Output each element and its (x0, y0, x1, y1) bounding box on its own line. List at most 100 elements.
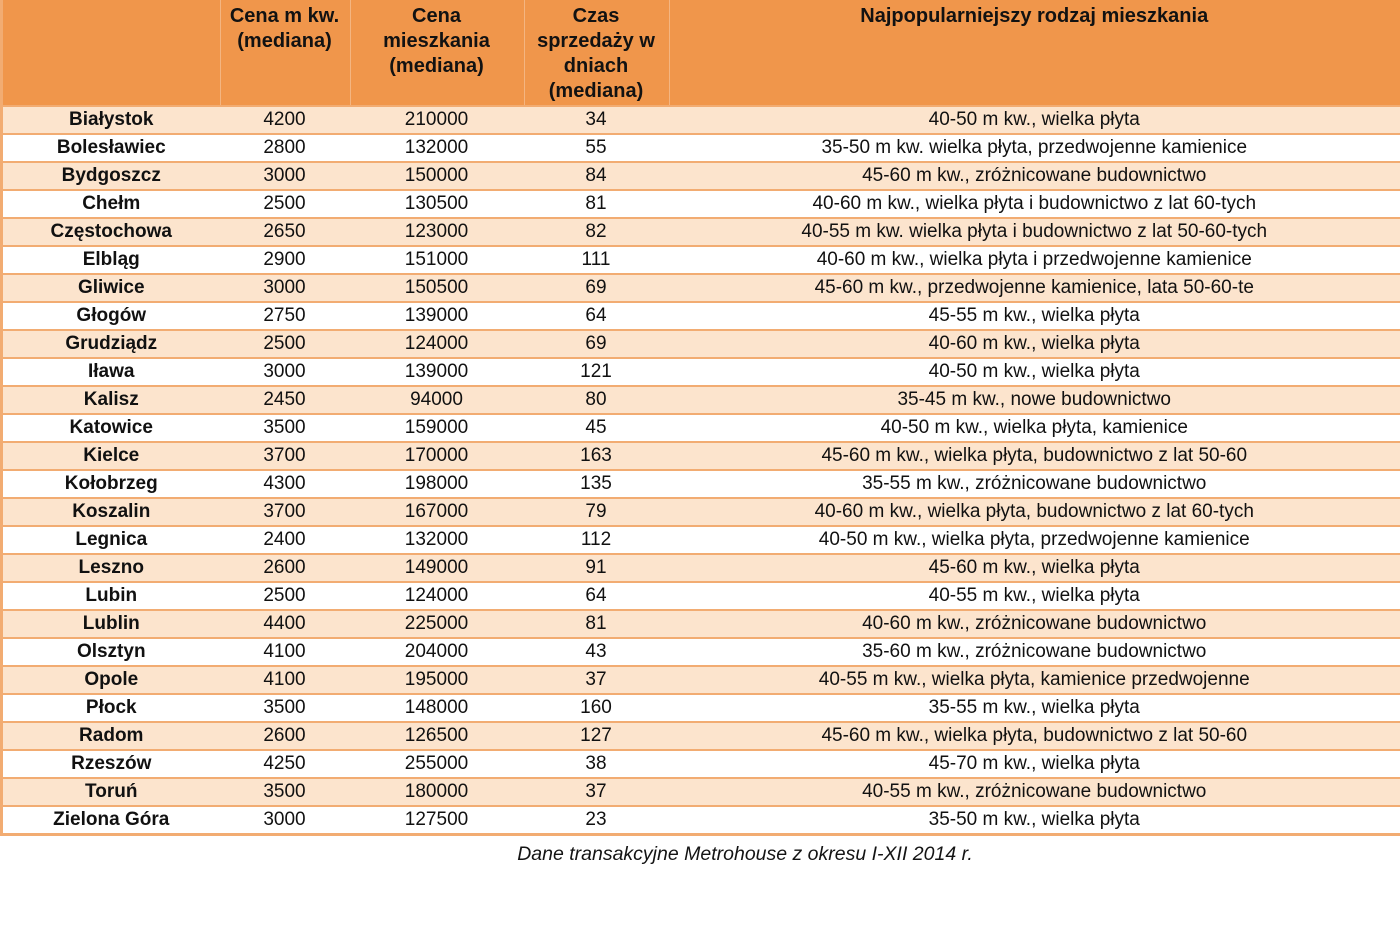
city-cell: Głogów (1, 301, 220, 330)
days-cell: 23 (523, 805, 669, 835)
type-cell: 35-55 m kw., zróżnicowane budownictwo (668, 469, 1400, 498)
table-row: Gliwice 3000 150500 69 45-60 m kw., przedwoj… (1, 273, 1400, 302)
city-cell: Kołobrzeg (1, 469, 220, 498)
table-row: Elbląg 2900 151000 111 40-60 m kw., wielka p… (1, 245, 1400, 274)
price-m2-cell: 2800 (219, 133, 350, 162)
city-cell: Radom (1, 721, 220, 750)
city-cell: Iława (1, 357, 220, 386)
table-row: Legnica 2400 132000 112 40-50 m kw., wielka … (1, 525, 1400, 554)
price-total-cell: 124000 (349, 581, 524, 610)
table-row: Katowice 3500 159000 45 40-50 m kw., wielka … (1, 413, 1400, 442)
type-cell: 45-70 m kw., wielka płyta (668, 749, 1400, 778)
city-cell: Opole (1, 665, 220, 694)
header-row: Cena m kw. (mediana) Cena mieszkania (me… (1, 0, 1400, 106)
price-m2-cell: 2500 (219, 329, 350, 358)
price-total-cell: 149000 (349, 553, 524, 582)
table-row: Lubin 2500 124000 64 40-55 m kw., wielka pły… (1, 581, 1400, 610)
table-body: Białystok 4200 210000 34 40-50 m kw., wielka… (1, 105, 1400, 835)
type-cell: 40-55 m kw., wielka płyta, kamienice prz… (668, 665, 1400, 694)
price-total-cell: 139000 (349, 357, 524, 386)
price-m2-cell: 4200 (219, 105, 350, 134)
days-cell: 163 (523, 441, 669, 470)
price-total-cell: 126500 (349, 721, 524, 750)
table-row: Kielce 3700 170000 163 45-60 m kw., wielka p… (1, 441, 1400, 470)
header-days: Czas sprzedaży w dniach (mediana) (523, 0, 669, 106)
type-cell: 40-60 m kw., zróżnicowane budownictwo (668, 609, 1400, 638)
table-row: Grudziądz 2500 124000 69 40-60 m kw., wielka… (1, 329, 1400, 358)
header-price-total: Cena mieszkania (mediana) (349, 0, 524, 106)
table-row: Olsztyn 4100 204000 43 35-60 m kw., zróżnico… (1, 637, 1400, 666)
price-total-cell: 127500 (349, 805, 524, 835)
price-total-cell: 94000 (349, 385, 524, 414)
table-header: Cena m kw. (mediana) Cena mieszkania (me… (1, 0, 1400, 106)
price-total-cell: 167000 (349, 497, 524, 526)
days-cell: 34 (523, 105, 669, 134)
price-total-cell: 255000 (349, 749, 524, 778)
days-cell: 112 (523, 525, 669, 554)
type-cell: 35-60 m kw., zróżnicowane budownictwo (668, 637, 1400, 666)
days-cell: 38 (523, 749, 669, 778)
price-total-cell: 148000 (349, 693, 524, 722)
price-total-cell: 132000 (349, 525, 524, 554)
days-cell: 82 (523, 217, 669, 246)
city-cell: Gliwice (1, 273, 220, 302)
price-m2-cell: 3000 (219, 357, 350, 386)
price-m2-cell: 3000 (219, 273, 350, 302)
price-total-cell: 210000 (349, 105, 524, 134)
type-cell: 40-50 m kw., wielka płyta, kamienice (668, 413, 1400, 442)
days-cell: 64 (523, 301, 669, 330)
city-cell: Olsztyn (1, 637, 220, 666)
city-cell: Rzeszów (1, 749, 220, 778)
price-total-cell: 195000 (349, 665, 524, 694)
days-cell: 127 (523, 721, 669, 750)
type-cell: 40-55 m kw., wielka płyta (668, 581, 1400, 610)
type-cell: 40-50 m kw., wielka płyta (668, 357, 1400, 386)
price-total-cell: 151000 (349, 245, 524, 274)
days-cell: 55 (523, 133, 669, 162)
price-m2-cell: 3500 (219, 777, 350, 806)
table-row: Częstochowa 2650 123000 82 40-55 m kw. wielk… (1, 217, 1400, 246)
table-row: Lublin 4400 225000 81 40-60 m kw., zróżnicow… (1, 609, 1400, 638)
table-row: Białystok 4200 210000 34 40-50 m kw., wielka… (1, 105, 1400, 134)
price-m2-cell: 2600 (219, 721, 350, 750)
price-m2-cell: 3700 (219, 441, 350, 470)
price-m2-cell: 4400 (219, 609, 350, 638)
days-cell: 81 (523, 609, 669, 638)
days-cell: 91 (523, 553, 669, 582)
days-cell: 84 (523, 161, 669, 190)
type-cell: 40-50 m kw., wielka płyta (668, 105, 1400, 134)
days-cell: 135 (523, 469, 669, 498)
price-total-cell: 198000 (349, 469, 524, 498)
header-city (1, 0, 220, 106)
price-m2-cell: 2400 (219, 525, 350, 554)
housing-price-table: Cena m kw. (mediana) Cena mieszkania (me… (0, 0, 1400, 836)
type-cell: 45-60 m kw., wielka płyta (668, 553, 1400, 582)
days-cell: 81 (523, 189, 669, 218)
city-cell: Białystok (1, 105, 220, 134)
type-cell: 40-55 m kw., zróżnicowane budownictwo (668, 777, 1400, 806)
type-cell: 45-60 m kw., wielka płyta, budownictwo z… (668, 441, 1400, 470)
city-cell: Lubin (1, 581, 220, 610)
table-row: Leszno 2600 149000 91 45-60 m kw., wielka pł… (1, 553, 1400, 582)
city-cell: Katowice (1, 413, 220, 442)
days-cell: 45 (523, 413, 669, 442)
city-cell: Grudziądz (1, 329, 220, 358)
table-row: Koszalin 3700 167000 79 40-60 m kw., wielka … (1, 497, 1400, 526)
type-cell: 45-55 m kw., wielka płyta (668, 301, 1400, 330)
days-cell: 64 (523, 581, 669, 610)
table-caption: Dane transakcyjne Metrohouse z okresu I-… (517, 843, 973, 865)
table-row: Toruń 3500 180000 37 40-55 m kw., zróżnicowa… (1, 777, 1400, 806)
price-m2-cell: 3000 (219, 805, 350, 835)
type-cell: 35-50 m kw. wielka płyta, przedwojenne k… (668, 133, 1400, 162)
city-cell: Koszalin (1, 497, 220, 526)
price-m2-cell: 2450 (219, 385, 350, 414)
price-m2-cell: 4300 (219, 469, 350, 498)
header-type: Najpopularniejszy rodzaj mieszkania (668, 0, 1400, 106)
type-cell: 40-50 m kw., wielka płyta, przedwojenne … (668, 525, 1400, 554)
days-cell: 69 (523, 329, 669, 358)
price-total-cell: 159000 (349, 413, 524, 442)
price-total-cell: 130500 (349, 189, 524, 218)
table-row: Bolesławiec 2800 132000 55 35-50 m kw. wielk… (1, 133, 1400, 162)
price-m2-cell: 3000 (219, 161, 350, 190)
days-cell: 160 (523, 693, 669, 722)
